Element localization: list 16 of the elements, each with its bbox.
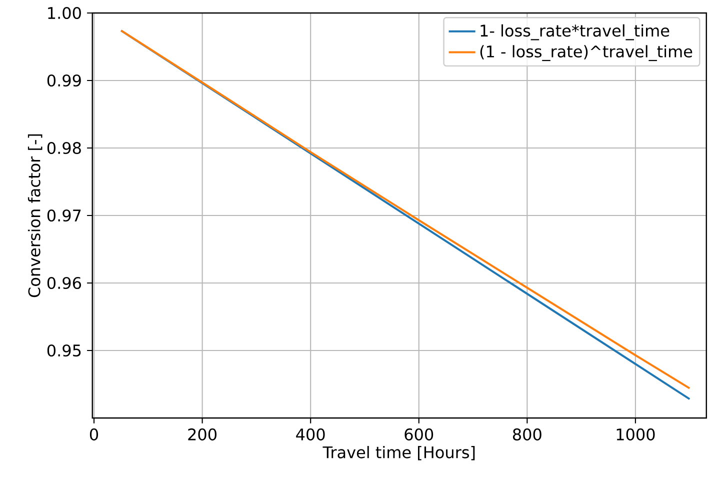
legend-label: 1- loss_rate*travel_time xyxy=(480,24,670,40)
y-axis-title: Conversion factor [-] xyxy=(28,134,42,298)
y-tick-label: 0.99 xyxy=(47,74,81,87)
x-tick-label: 400 xyxy=(296,428,325,440)
x-tick-label: 600 xyxy=(404,428,434,440)
y-tick-label: 1.00 xyxy=(48,6,81,20)
y-tick-label: 0.96 xyxy=(47,276,81,290)
legend-label: (1 - loss_rate)^travel_time xyxy=(480,45,692,62)
x-tick-label: 800 xyxy=(512,428,542,440)
y-tick-label: 0.98 xyxy=(47,142,81,154)
x-tick-label: 0 xyxy=(90,428,98,440)
x-tick-label: 1000 xyxy=(616,428,655,440)
x-tick-label: 200 xyxy=(188,428,216,440)
y-tick-label: 0.95 xyxy=(47,344,81,357)
y-tick-label: 0.97 xyxy=(47,209,81,222)
x-axis-title: Travel time [Hours] xyxy=(322,446,475,460)
